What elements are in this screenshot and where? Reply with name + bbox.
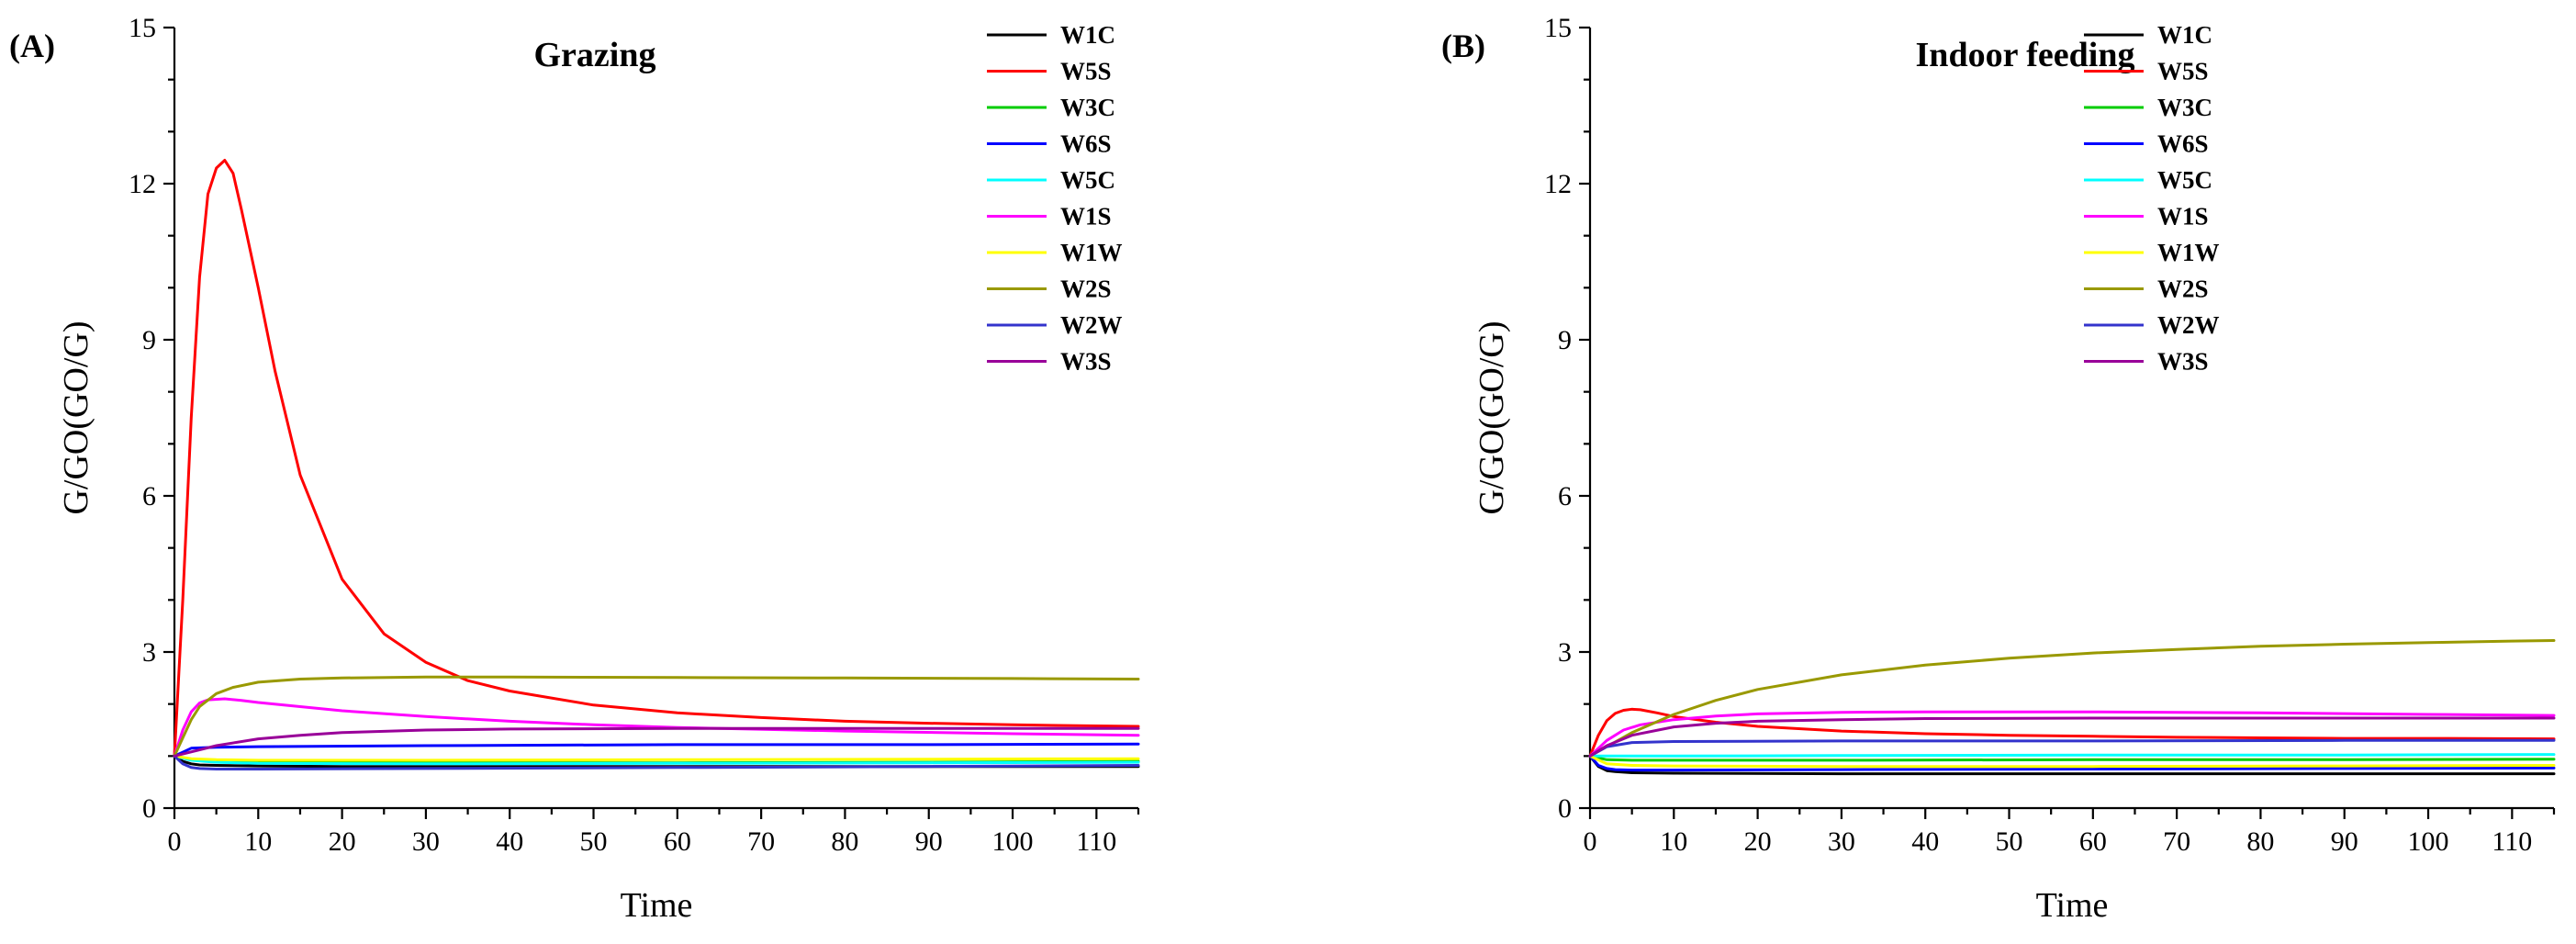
- legend-label-w2s: W2S: [1060, 275, 1112, 303]
- legend-label-w2s: W2S: [2157, 275, 2209, 303]
- legend-label-w2w: W2W: [2157, 311, 2220, 339]
- series-line-w2w: [173, 754, 1140, 770]
- legend-label-w5c: W5C: [1060, 166, 1115, 194]
- y-tick-label: 6: [1558, 481, 1572, 511]
- legend-label-w2w: W2W: [1060, 311, 1123, 339]
- x-tick-label: 50: [580, 826, 608, 857]
- chart-panel-a: 0 10 20 30 40 50 60 70 80 90 100 110 0 3 6 9 12 15 Time G/G…: [9, 13, 1140, 925]
- legend-label-w1w: W1W: [1060, 239, 1123, 266]
- x-tick-label: 0: [1584, 826, 1597, 857]
- x-tick-label: 10: [1660, 826, 1687, 857]
- y-tick-label: 3: [1558, 637, 1572, 668]
- legend-label-w5c: W5C: [2157, 166, 2212, 194]
- legend: W1C W5S W3C W6S W5C W1S W1W W2S W2W W3S: [2084, 21, 2220, 376]
- panel-label: (B): [1441, 28, 1485, 64]
- x-tick-label: 100: [992, 826, 1034, 857]
- x-tick-label: 0: [168, 826, 182, 857]
- series-line-w2s: [1588, 639, 2556, 758]
- x-tick-label: 30: [412, 826, 440, 857]
- legend-label-w5s: W5S: [1060, 58, 1112, 85]
- y-tick-label: 0: [142, 793, 156, 824]
- y-axis-title: G/GO(GO/G): [57, 320, 95, 514]
- x-tick-label: 20: [1744, 826, 1772, 857]
- series-line-w3c: [1588, 754, 2556, 762]
- series-line-w1w: [1588, 754, 2556, 769]
- x-tick-label: 50: [1996, 826, 2023, 857]
- chart-panel-b: 0 10 20 30 40 50 60 70 80 90 100 110 0 3 6 9 12 15 Time G/G…: [1441, 13, 2556, 925]
- x-axis-title: Time: [621, 886, 693, 925]
- series-line-w2s: [173, 675, 1140, 758]
- legend-label-w3c: W3C: [2157, 94, 2212, 121]
- legend-label-w3s: W3S: [1060, 348, 1112, 376]
- x-tick-label: 60: [2079, 826, 2107, 857]
- series-line-w6s: [1588, 754, 2556, 772]
- x-tick-label: 60: [664, 826, 691, 857]
- y-tick-label: 12: [129, 169, 156, 199]
- series-line-w1s: [1588, 710, 2556, 758]
- y-tick-label: 15: [1544, 13, 1572, 43]
- legend-label-w1c: W1C: [1060, 21, 1115, 49]
- x-tick-label: 40: [496, 826, 523, 857]
- legend-label-w1s: W1S: [1060, 203, 1112, 230]
- x-tick-label: 80: [831, 826, 858, 857]
- x-tick-label: 110: [1076, 826, 1116, 857]
- series-line-w1c: [1588, 754, 2556, 776]
- series-line-w5c: [1588, 753, 2556, 758]
- legend-label-w6s: W6S: [2157, 130, 2209, 158]
- series-line-w3s: [1588, 716, 2556, 758]
- y-tick-label: 9: [1558, 325, 1572, 355]
- x-tick-label: 100: [2408, 826, 2449, 857]
- x-axis-title: Time: [2036, 886, 2109, 925]
- series-line-w6s: [173, 742, 1140, 758]
- x-tick-label: 90: [915, 826, 943, 857]
- y-axis-title: G/GO(GO/G): [1473, 320, 1511, 514]
- x-tick-label: 70: [2163, 826, 2190, 857]
- y-tick-label: 6: [142, 481, 156, 511]
- series-line-w5c: [173, 754, 1140, 766]
- x-tick-label: 30: [1828, 826, 1855, 857]
- y-tick-label: 3: [142, 637, 156, 668]
- series-line-w3s: [173, 726, 1140, 758]
- chart-title: Indoor feeding: [1916, 36, 2135, 74]
- legend-label-w1s: W1S: [2157, 203, 2209, 230]
- legend-label-w3s: W3S: [2157, 348, 2209, 376]
- legend-label-w1w: W1W: [2157, 239, 2220, 266]
- x-tick-label: 110: [2492, 826, 2532, 857]
- y-tick-label: 12: [1544, 169, 1572, 199]
- series-line-w5s: [1588, 707, 2556, 758]
- series-line-w5s: [173, 159, 1140, 758]
- x-tick-label: 10: [244, 826, 272, 857]
- legend-label-w5s: W5S: [2157, 58, 2209, 85]
- chart-title: Grazing: [534, 36, 656, 74]
- series-line-w1w: [173, 754, 1140, 762]
- x-tick-label: 20: [329, 826, 356, 857]
- series-line-w2w: [1588, 738, 2556, 758]
- y-tick-label: 9: [142, 325, 156, 355]
- y-tick-label: 0: [1558, 793, 1572, 824]
- x-tick-label: 90: [2331, 826, 2358, 857]
- x-tick-label: 70: [747, 826, 775, 857]
- x-tick-label: 40: [1911, 826, 1939, 857]
- legend: W1C W5S W3C W6S W5C W1S W1W W2S W2W W3S: [987, 21, 1123, 376]
- legend-label-w3c: W3C: [1060, 94, 1115, 121]
- y-tick-label: 15: [129, 13, 156, 43]
- legend-label-w1c: W1C: [2157, 21, 2212, 49]
- legend-label-w6s: W6S: [1060, 130, 1112, 158]
- x-tick-label: 80: [2246, 826, 2274, 857]
- panel-label: (A): [9, 28, 55, 64]
